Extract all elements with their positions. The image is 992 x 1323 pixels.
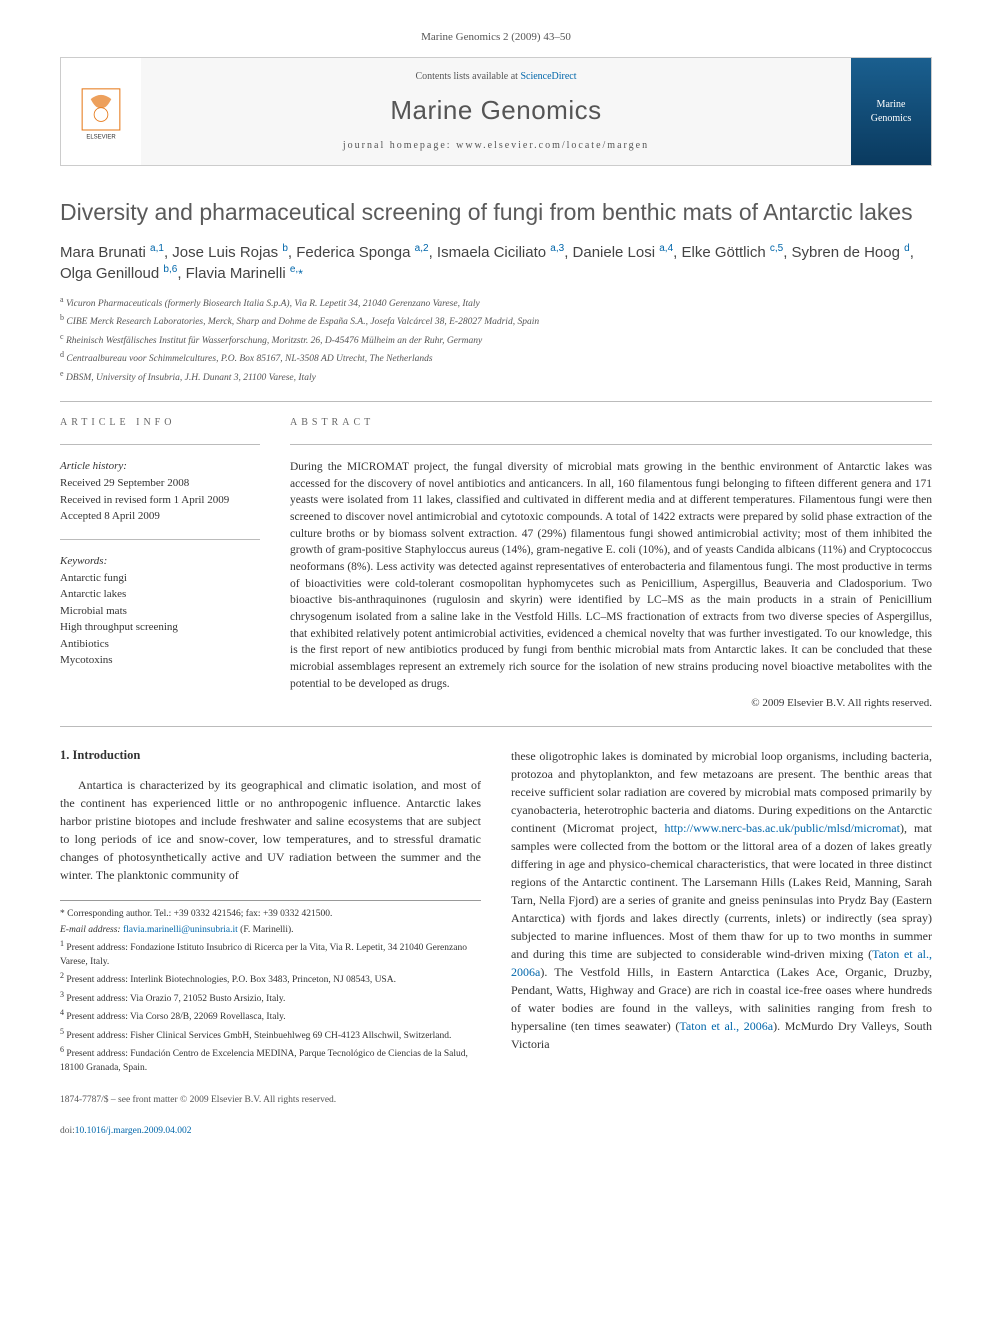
authors-list: Mara Brunati a,1, Jose Luis Rojas b, Fed… [60,242,932,284]
history-line: Accepted 8 April 2009 [60,509,260,524]
doi-prefix: doi: [60,1126,75,1136]
section-1-heading: 1. Introduction [60,747,481,765]
affiliations: a Vicuron Pharmaceuticals (formerly Bios… [60,294,932,385]
history-line: Received 29 September 2008 [60,476,260,491]
info-abstract-row: ARTICLE INFO Article history: Received 2… [60,416,932,712]
svg-text:ELSEVIER: ELSEVIER [86,134,116,140]
abstract-column: ABSTRACT During the MICROMAT project, th… [290,416,932,712]
keyword-line: Antarctic fungi [60,571,260,586]
abstract-copyright: © 2009 Elsevier B.V. All rights reserved… [290,696,932,711]
sciencedirect-link[interactable]: ScienceDirect [520,71,576,82]
affiliation-line: d Centraalbureau voor Schimmelcultures, … [60,349,932,366]
doi-link[interactable]: 10.1016/j.margen.2009.04.002 [75,1126,192,1136]
abstract-divider [290,444,932,445]
divider-body [60,726,932,727]
intro-para-1: Antartica is characterized by its geogra… [60,776,481,884]
footnotes: * Corresponding author. Tel.: +39 0332 4… [60,900,481,1075]
footer-doi: doi:10.1016/j.margen.2009.04.002 [60,1125,481,1138]
header-citation: Marine Genomics 2 (2009) 43–50 [60,30,932,45]
email-line: E-mail address: flavia.marinelli@uninsub… [60,923,481,937]
footnote-line: 4 Present address: Via Corso 28/B, 22069… [60,1007,481,1024]
meta-divider2 [60,539,260,540]
keyword-line: Mycotoxins [60,653,260,668]
corresponding-note: * Corresponding author. Tel.: +39 0332 4… [60,907,481,921]
elsevier-logo: ELSEVIER [61,58,141,164]
homepage-prefix: journal homepage: [343,140,456,151]
body-col-right: these oligotrophic lakes is dominated by… [511,747,932,1139]
affiliation-line: a Vicuron Pharmaceuticals (formerly Bios… [60,294,932,311]
intro-text-col1: Antartica is characterized by its geogra… [60,776,481,884]
micromat-link[interactable]: http://www.nerc-bas.ac.uk/public/mlsd/mi… [664,821,900,835]
ref-link[interactable]: Taton et al., 2006a [679,1019,773,1033]
abstract-label: ABSTRACT [290,416,932,430]
ref-link[interactable]: Taton et al., 2006a [511,947,932,979]
email-label: E-mail address: [60,925,123,935]
journal-name: Marine Genomics [153,92,839,128]
history-heading: Article history: [60,459,260,474]
banner-center: Contents lists available at ScienceDirec… [141,58,851,164]
footnote-line: 5 Present address: Fisher Clinical Servi… [60,1026,481,1043]
article-title: Diversity and pharmaceutical screening o… [60,196,932,228]
divider [60,401,932,402]
affiliation-line: b CIBE Merck Research Laboratories, Merc… [60,312,932,329]
history-line: Received in revised form 1 April 2009 [60,493,260,508]
footnote-line: 3 Present address: Via Orazio 7, 21052 B… [60,989,481,1006]
footnote-line: 2 Present address: Interlink Biotechnolo… [60,970,481,987]
keyword-line: Microbial mats [60,604,260,619]
journal-banner: ELSEVIER Contents lists available at Sci… [60,57,932,165]
email-link[interactable]: flavia.marinelli@uninsubria.it [123,925,238,935]
affiliation-line: e DBSM, University of Insubria, J.H. Dun… [60,368,932,385]
intro-text-col2: these oligotrophic lakes is dominated by… [511,747,932,1053]
journal-homepage: journal homepage: www.elsevier.com/locat… [153,139,839,153]
footer-issn: 1874-7787/$ – see front matter © 2009 El… [60,1094,481,1107]
contents-prefix: Contents lists available at [415,71,520,82]
cover-label: Marine Genomics [857,98,925,126]
contents-line: Contents lists available at ScienceDirec… [153,70,839,84]
abstract-text: During the MICROMAT project, the fungal … [290,459,932,692]
affiliation-line: c Rheinisch Westfälisches Institut für W… [60,331,932,348]
keywords-heading: Keywords: [60,554,260,569]
article-info-column: ARTICLE INFO Article history: Received 2… [60,416,260,712]
keyword-line: Antibiotics [60,637,260,652]
keyword-line: High throughput screening [60,620,260,635]
email-name: (F. Marinelli). [238,925,294,935]
keyword-line: Antarctic lakes [60,587,260,602]
article-info-label: ARTICLE INFO [60,416,260,430]
body-col-left: 1. Introduction Antartica is characteriz… [60,747,481,1139]
body-columns: 1. Introduction Antartica is characteriz… [60,747,932,1139]
journal-cover-thumbnail: Marine Genomics [851,58,931,164]
meta-divider [60,444,260,445]
footnote-line: 6 Present address: Fundación Centro de E… [60,1044,481,1076]
homepage-url: www.elsevier.com/locate/margen [456,140,649,151]
footnote-line: 1 Present address: Fondazione Istituto I… [60,938,481,970]
